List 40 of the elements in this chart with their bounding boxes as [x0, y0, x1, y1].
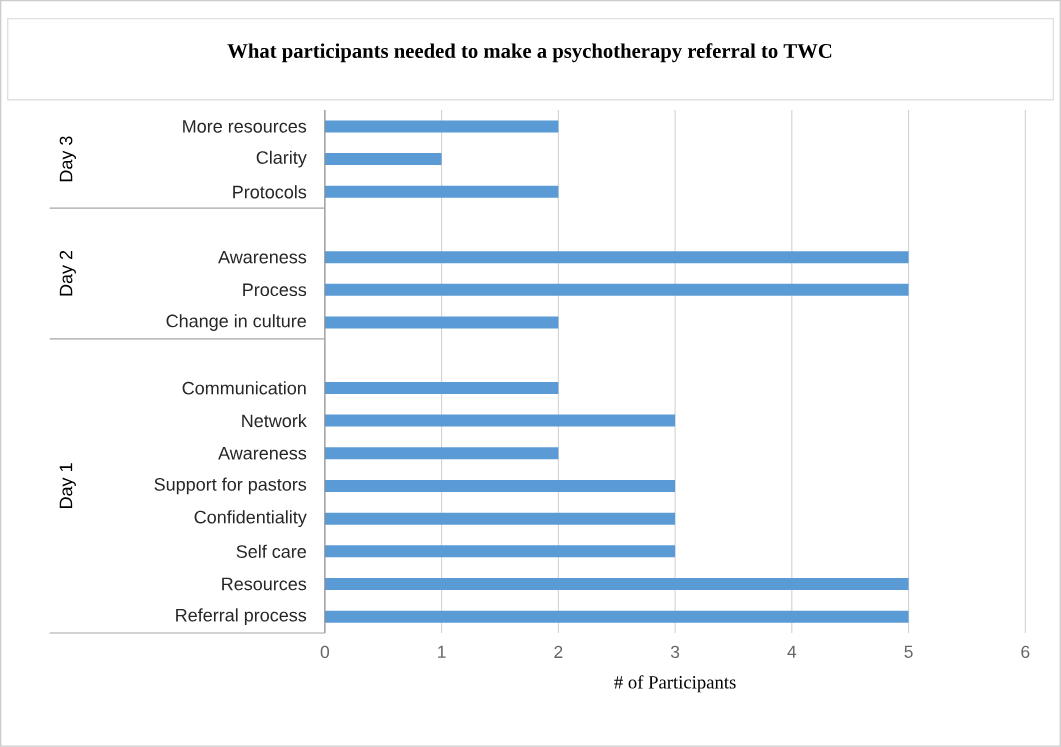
y-tick-label: Support for pastors: [154, 477, 307, 495]
y-tick-label: Process: [243, 283, 307, 297]
y-tick-label: Network: [242, 414, 307, 428]
y-tick-label: Self care: [236, 544, 307, 559]
bar: [324, 153, 442, 166]
chart-title: What participants needed to make a psychotherapy referral to TWC: [227, 43, 832, 63]
bar: [324, 120, 559, 133]
bar: [324, 610, 909, 623]
y-tick-label: Awareness: [218, 447, 307, 460]
y-tick-label: More resources: [183, 120, 307, 133]
y-tick-label: Protocols: [233, 185, 307, 199]
bar: [324, 283, 909, 296]
x-tick-label: 1: [438, 645, 446, 658]
x-tick-label: 6: [1021, 645, 1030, 659]
bar: [324, 185, 559, 198]
bar: [324, 545, 676, 558]
x-axis-title: # of Participants: [614, 675, 736, 693]
bar: [324, 414, 676, 427]
bar: [324, 251, 909, 264]
bar: [324, 316, 559, 329]
bar: [324, 480, 676, 493]
x-tick-label: 5: [904, 645, 913, 658]
y-tick-label: Confidentiality: [194, 510, 307, 528]
x-tick-label: 3: [670, 645, 680, 659]
x-tick-label: 2: [554, 645, 563, 658]
y-tick-label: Change in culture: [166, 314, 306, 332]
y-tick-label: Referral process: [176, 608, 307, 626]
bar: [324, 512, 676, 525]
text: Day 2: [59, 250, 76, 296]
y-tick-label: Awareness: [218, 250, 307, 264]
x-tick-label: 0: [320, 645, 330, 659]
bar: [324, 382, 559, 395]
y-tick-label: Communication: [182, 381, 306, 395]
x-tick-label: 4: [787, 645, 797, 658]
y-tick-label: Clarity: [256, 150, 307, 168]
bar: [324, 447, 559, 460]
text: Day 1: [59, 463, 76, 509]
text: Day 3: [59, 136, 76, 182]
y-tick-label: Resources: [222, 577, 307, 591]
bar: [324, 578, 909, 591]
